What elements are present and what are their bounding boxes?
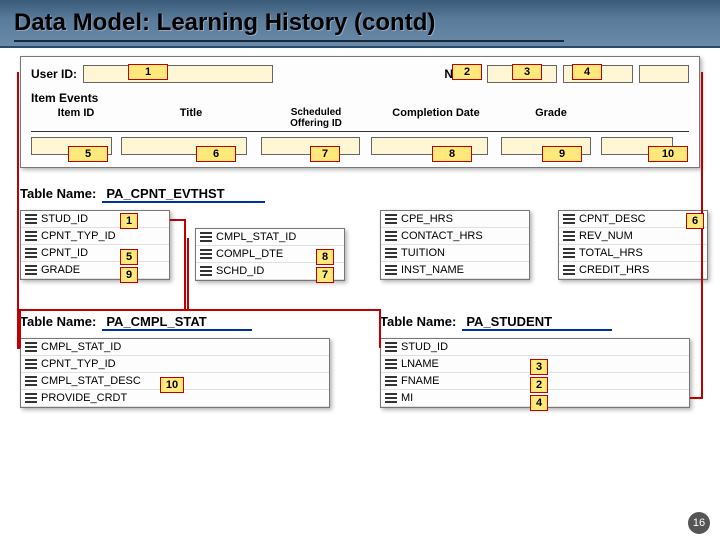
slide-title: Data Model: Learning History (contd) — [14, 9, 435, 37]
stag-3: 3 — [530, 359, 548, 375]
cmpl-panel: CMPL_STAT_ID CPNT_TYP_ID CMPL_STAT_DESC … — [20, 338, 330, 408]
list-icon — [563, 265, 575, 275]
hdr-sched: ScheduledOffering ID — [261, 107, 371, 129]
tn-row-student: Table Name: PA_STUDENT — [380, 314, 612, 331]
column-headers: Item ID Title ScheduledOffering ID Compl… — [31, 107, 689, 132]
list-icon — [385, 359, 397, 369]
list-icon — [385, 248, 397, 258]
evthst-cpe: CPE_HRS — [381, 211, 529, 228]
evthst-cpnt-id: CPNT_ID — [21, 245, 169, 262]
hdr-title: Title — [121, 107, 261, 129]
evthst-credit: CREDIT_HRS — [559, 262, 707, 279]
evthst-col1: STUD_ID CPNT_TYP_ID CPNT_ID GRADE — [20, 210, 170, 280]
hdr-item-id: Item ID — [31, 107, 121, 129]
evthst-contact: CONTACT_HRS — [381, 228, 529, 245]
evthst-stud-id: STUD_ID — [21, 211, 169, 228]
stag-4: 4 — [530, 395, 548, 411]
ptag-7: 7 — [316, 267, 334, 283]
title-underline — [14, 40, 564, 42]
list-icon — [25, 376, 37, 386]
tag-1: 1 — [128, 64, 168, 80]
tag-4: 4 — [572, 64, 602, 80]
list-icon — [25, 231, 37, 241]
tn-label-3: Table Name: — [380, 314, 456, 329]
evthst-inst: INST_NAME — [381, 262, 529, 279]
user-id-label: User ID: — [31, 67, 77, 81]
evthst-total: TOTAL_HRS — [559, 245, 707, 262]
name-input-3[interactable] — [639, 65, 689, 83]
list-icon — [200, 232, 212, 242]
list-icon — [385, 376, 397, 386]
list-icon — [385, 393, 397, 403]
tn-row-evthst: Table Name: PA_CPNT_EVTHST — [20, 186, 265, 203]
cmpl-cpnt-typ: CPNT_TYP_ID — [21, 356, 329, 373]
list-icon — [25, 359, 37, 369]
evthst-rev: REV_NUM — [559, 228, 707, 245]
hdr-compl-date: Completion Date — [371, 107, 501, 129]
hdr-grade: Grade — [501, 107, 601, 129]
tag-3: 3 — [512, 64, 542, 80]
stag-2: 2 — [530, 377, 548, 393]
slide-header: Data Model: Learning History (contd) — [0, 0, 720, 48]
list-icon — [200, 249, 212, 259]
cmpl-stat-id: CMPL_STAT_ID — [21, 339, 329, 356]
list-icon — [563, 214, 575, 224]
tag-7: 7 — [310, 146, 340, 162]
student-stud-id: STUD_ID — [381, 339, 689, 356]
qtag-10: 10 — [160, 377, 184, 393]
tn-label-2: Table Name: — [20, 314, 96, 329]
list-icon — [385, 342, 397, 352]
list-icon — [385, 265, 397, 275]
evthst-cpnt-desc: CPNT_DESC — [559, 211, 707, 228]
evthst-cmpl-stat: CMPL_STAT_ID — [196, 229, 344, 246]
user-id-input[interactable] — [83, 65, 273, 83]
list-icon — [25, 214, 37, 224]
tag-2: 2 — [452, 64, 482, 80]
tn-label-1: Table Name: — [20, 186, 96, 201]
tn-val-3: PA_STUDENT — [462, 314, 612, 331]
tag-10: 10 — [648, 146, 688, 162]
item-events-label: Item Events — [31, 91, 689, 105]
list-icon — [25, 248, 37, 258]
ptag-6: 6 — [686, 213, 704, 229]
list-icon — [25, 265, 37, 275]
list-icon — [563, 248, 575, 258]
tn-val-2: PA_CMPL_STAT — [102, 314, 252, 331]
evthst-col3: CPE_HRS CONTACT_HRS TUITION INST_NAME — [380, 210, 530, 280]
slide-number: 16 — [688, 512, 710, 534]
list-icon — [200, 266, 212, 276]
column-inputs-row — [31, 132, 689, 155]
ptag-1: 1 — [120, 213, 138, 229]
tag-6: 6 — [196, 146, 236, 162]
tag-9: 9 — [542, 146, 582, 162]
tag-8: 8 — [432, 146, 472, 162]
list-icon — [385, 214, 397, 224]
tag-5: 5 — [68, 146, 108, 162]
list-icon — [385, 231, 397, 241]
ptag-5: 5 — [120, 249, 138, 265]
evthst-tuition: TUITION — [381, 245, 529, 262]
evthst-cpnt-typ: CPNT_TYP_ID — [21, 228, 169, 245]
tn-val-1: PA_CPNT_EVTHST — [102, 186, 264, 203]
list-icon — [25, 342, 37, 352]
ptag-8: 8 — [316, 249, 334, 265]
list-icon — [563, 231, 575, 241]
ptag-9: 9 — [120, 267, 138, 283]
evthst-grade: GRADE — [21, 262, 169, 279]
tn-row-cmpl: Table Name: PA_CMPL_STAT — [20, 314, 252, 331]
list-icon — [25, 393, 37, 403]
